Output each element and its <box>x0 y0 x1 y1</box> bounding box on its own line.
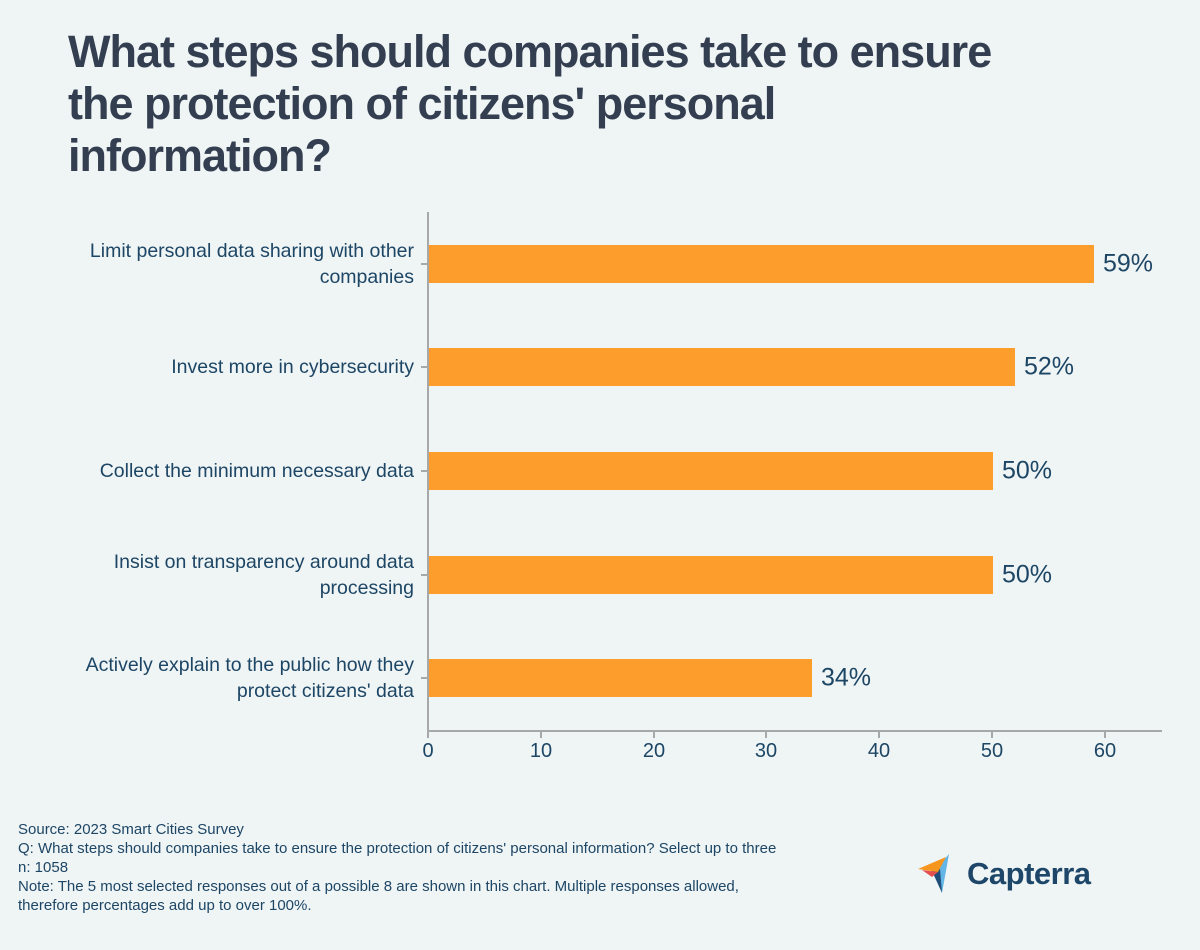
category-label-line: Actively explain to the public how they <box>85 654 414 677</box>
x-axis-tick-label: 40 <box>867 740 891 762</box>
bar-value-label: 52% <box>1024 352 1075 381</box>
x-axis-tick-label: 30 <box>754 740 778 762</box>
x-axis-tick-label: 20 <box>642 740 666 762</box>
bar-row: Collect the minimum necessary data 50% <box>0 419 1200 523</box>
bar-row: Insist on transparency around data proces… <box>0 523 1200 627</box>
category-label-line: Insist on transparency around data <box>113 550 414 573</box>
bar-value-label: 34% <box>821 663 872 692</box>
x-axis-tick <box>765 732 767 738</box>
bar <box>429 244 1094 283</box>
bar <box>429 555 993 594</box>
category-label-line: companies <box>319 265 414 288</box>
capterra-arrow-icon <box>918 854 949 893</box>
methodology-note: therefore percentages add up to over 100… <box>18 897 312 914</box>
category-label-line: protect citizens' data <box>236 680 414 703</box>
capterra-logo: Capterra <box>916 850 1091 898</box>
y-axis-tick <box>421 574 427 576</box>
y-axis-tick <box>421 263 427 265</box>
footer-notes: Source: 2023 Smart Cities Survey Q: What… <box>18 820 898 915</box>
x-axis-line <box>427 730 1162 732</box>
x-axis-tick <box>878 732 880 738</box>
y-axis-tick <box>421 470 427 472</box>
bar-value-label: 50% <box>1002 560 1053 589</box>
x-axis-tick-label: 0 <box>422 740 434 762</box>
source-note: Source: 2023 Smart Cities Survey <box>18 821 244 838</box>
category-label: Collect the minimum necessary data <box>54 458 414 484</box>
bar-row: Limit personal data sharing with other co… <box>0 212 1200 316</box>
bar <box>429 348 1015 387</box>
x-axis-tick <box>1104 732 1106 738</box>
bar <box>429 659 812 698</box>
x-axis-tick <box>427 732 429 738</box>
question-note: Q: What steps should companies take to e… <box>18 840 777 857</box>
chart-title-line: information? <box>68 130 332 181</box>
bar-value-label: 50% <box>1002 456 1053 485</box>
chart-title: What steps should companies take to ensu… <box>68 26 1158 182</box>
bar-row: Invest more in cybersecurity 52% <box>0 316 1200 420</box>
chart-title-line: the protection of citizens' personal <box>68 78 776 129</box>
x-axis-tick <box>653 732 655 738</box>
category-label: Invest more in cybersecurity <box>54 354 414 380</box>
category-label: Actively explain to the public how they p… <box>54 652 414 704</box>
bar <box>429 451 993 490</box>
x-axis-tick <box>540 732 542 738</box>
x-axis-tick-label: 50 <box>980 740 1004 762</box>
x-axis-tick <box>991 732 993 738</box>
capterra-wordmark: Capterra <box>967 856 1091 891</box>
category-label-line: Limit personal data sharing with other <box>89 239 414 262</box>
x-axis-tick-label: 10 <box>529 740 553 762</box>
y-axis-tick <box>421 366 427 368</box>
bar-value-label: 59% <box>1103 249 1154 278</box>
y-axis-line <box>427 212 429 732</box>
sample-size-note: n: 1058 <box>18 859 69 876</box>
chart-title-line: What steps should companies take to ensu… <box>68 26 992 77</box>
category-label: Insist on transparency around data proces… <box>54 549 414 601</box>
category-label-line: Invest more in cybersecurity <box>171 356 414 379</box>
category-label: Limit personal data sharing with other co… <box>54 238 414 290</box>
bar-row: Actively explain to the public how they p… <box>0 626 1200 730</box>
methodology-note: Note: The 5 most selected responses out … <box>18 878 739 895</box>
category-label-line: processing <box>319 576 414 599</box>
x-axis-tick-label: 60 <box>1093 740 1117 762</box>
y-axis-tick <box>421 677 427 679</box>
category-label-line: Collect the minimum necessary data <box>99 459 414 482</box>
